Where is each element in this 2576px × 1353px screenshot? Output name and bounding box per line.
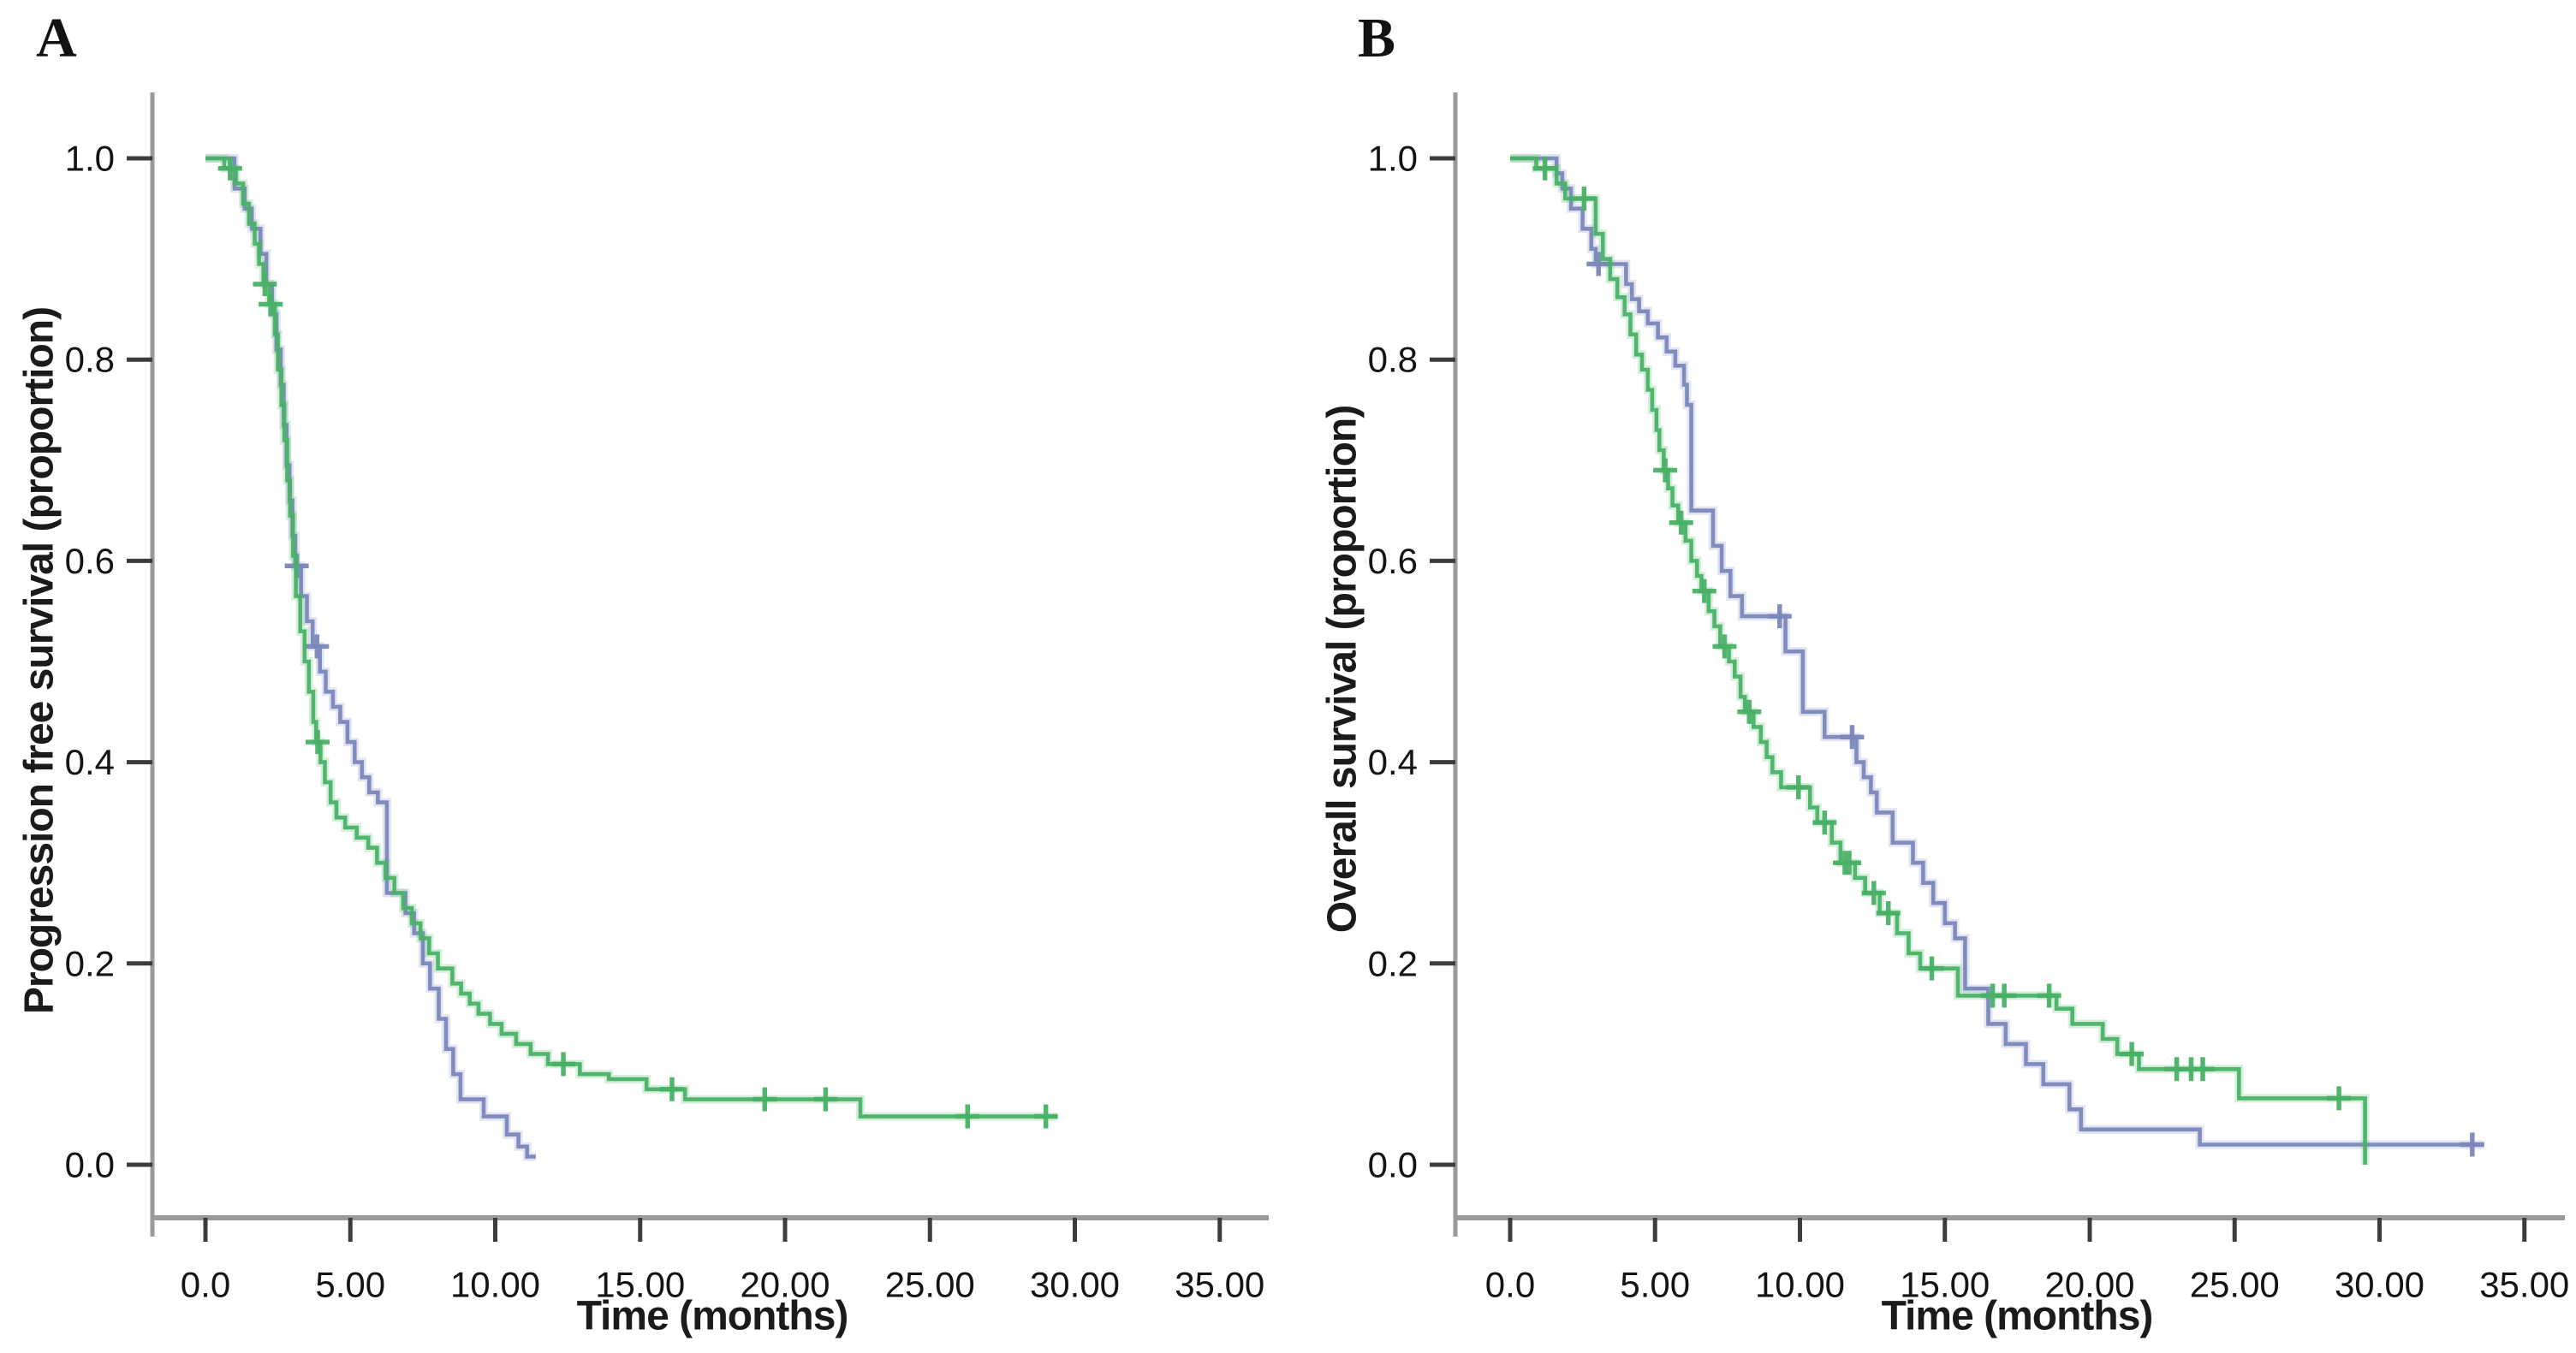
survival-curve-green [1510, 154, 2370, 1165]
censor-mark [1033, 1104, 1058, 1129]
censor-mark [1692, 579, 1716, 603]
x-tick-label: 35.00 [1175, 1264, 1264, 1304]
censor-mark [1572, 187, 1597, 211]
y-tick-label: 0.8 [65, 340, 115, 380]
x-tick-label: 5.00 [1620, 1264, 1690, 1304]
y-tick-label: 1.0 [65, 139, 115, 179]
survival-curve-line [205, 156, 536, 1159]
survival-curve-blue [205, 154, 536, 1161]
survival-curve-blue [1510, 154, 2484, 1157]
panel-b-x-axis-title: Time (months) [1881, 1293, 2154, 1339]
x-tick-label: 10.00 [450, 1264, 540, 1304]
x-tick-label: 35.00 [2479, 1264, 2569, 1304]
survival-curve-halo [205, 154, 536, 1161]
censor-mark [1712, 634, 1737, 659]
panel-a: 1.0 0.8 0.6 0.4 0.2 0.0 0.0 5.00 10.00 15.00 20.00… [65, 92, 1269, 1304]
censor-mark [1812, 810, 1837, 835]
x-tick-label: 30.00 [1030, 1264, 1120, 1304]
censor-mark [1586, 252, 1611, 276]
y-tick-label: 0.0 [1368, 1145, 1418, 1185]
censor-mark [1861, 881, 1886, 905]
survival-curve-green [205, 154, 1058, 1129]
censor-mark [813, 1087, 838, 1112]
censor-mark [1876, 901, 1901, 925]
y-tick-label: 0.4 [1368, 742, 1418, 782]
censor-mark [2037, 983, 2061, 1008]
censor-mark [753, 1087, 777, 1112]
survival-curve-line [205, 156, 1058, 1119]
y-tick-label: 0.2 [1368, 943, 1418, 983]
censor-mark [1532, 156, 1557, 181]
censor-mark [1992, 983, 2017, 1008]
x-tick-label: 25.00 [2190, 1264, 2280, 1304]
censor-mark [253, 272, 277, 296]
panel-b: 1.0 0.8 0.6 0.4 0.2 0.0 0.0 5.00 10.00 15.00 20.00… [1368, 92, 2569, 1304]
y-tick-label: 0.2 [65, 943, 115, 983]
panel-a-x-axis-title: Time (months) [576, 1293, 849, 1339]
x-tick-label: 5.00 [315, 1264, 385, 1304]
x-tick-label: 20.00 [740, 1264, 830, 1304]
panel-a-letter: A [36, 7, 77, 69]
y-tick-label: 1.0 [1368, 139, 1418, 179]
censor-mark [1840, 725, 1865, 750]
censor-mark [1767, 604, 1792, 629]
y-tick-label: 0.6 [65, 541, 115, 581]
censor-mark [1653, 458, 1678, 483]
censor-mark [1786, 775, 1811, 799]
x-tick-label: 0.0 [1485, 1264, 1535, 1304]
panel-b-letter: B [1358, 7, 1396, 69]
survival-curve-halo [205, 154, 1058, 1121]
y-tick-label: 0.0 [65, 1145, 115, 1185]
censor-mark [2191, 1057, 2216, 1082]
censor-mark [1669, 510, 1693, 535]
censor-mark [2327, 1086, 2352, 1111]
censor-mark [305, 730, 330, 755]
y-tick-label: 0.8 [1368, 340, 1418, 380]
censor-mark [2120, 1041, 2145, 1066]
censor-mark [659, 1077, 684, 1101]
censor-mark [955, 1104, 980, 1129]
censor-mark [1919, 956, 1944, 981]
y-tick-label: 0.6 [1368, 541, 1418, 581]
x-tick-label: 0.0 [181, 1264, 230, 1304]
x-tick-label: 20.00 [2044, 1264, 2134, 1304]
censor-mark [305, 634, 330, 659]
censor-mark [259, 292, 283, 317]
x-tick-label: 15.00 [595, 1264, 685, 1304]
censor-mark [551, 1052, 576, 1077]
x-tick-label: 25.00 [885, 1264, 975, 1304]
x-tick-label: 30.00 [2335, 1264, 2424, 1304]
x-tick-label: 15.00 [1900, 1264, 1990, 1304]
censor-mark [1837, 851, 1862, 875]
x-tick-label: 10.00 [1755, 1264, 1845, 1304]
y-tick-label: 0.4 [65, 742, 115, 782]
censor-mark [1737, 699, 1762, 724]
censor-mark [217, 156, 242, 181]
censor-mark [2460, 1132, 2484, 1157]
